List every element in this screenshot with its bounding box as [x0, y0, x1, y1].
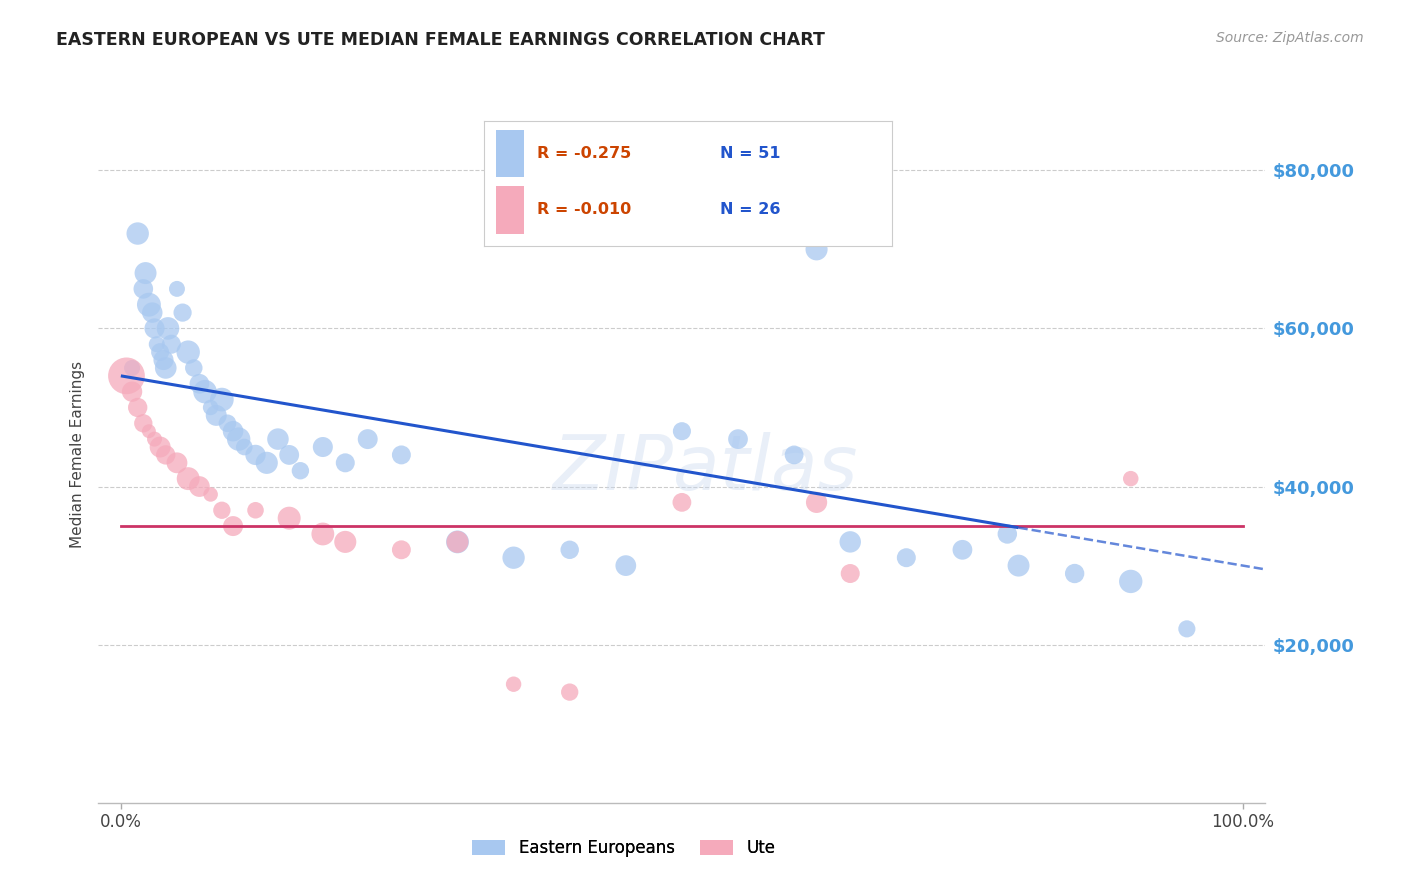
Point — [152, 353, 174, 368]
Point — [1119, 574, 1142, 589]
Point — [177, 472, 200, 486]
Point — [135, 266, 157, 280]
Point — [183, 361, 205, 376]
Point — [115, 368, 138, 383]
Point — [132, 417, 155, 431]
Point — [245, 448, 267, 462]
Point — [312, 527, 335, 541]
Point — [205, 409, 228, 423]
Point — [138, 298, 160, 312]
Point — [357, 432, 380, 446]
Point — [200, 487, 222, 501]
Point — [222, 424, 245, 438]
Point — [558, 685, 581, 699]
Point — [160, 337, 183, 351]
Point — [806, 495, 828, 509]
Text: EASTERN EUROPEAN VS UTE MEDIAN FEMALE EARNINGS CORRELATION CHART: EASTERN EUROPEAN VS UTE MEDIAN FEMALE EA… — [56, 31, 825, 49]
Point — [233, 440, 256, 454]
Point — [256, 456, 278, 470]
Point — [143, 321, 166, 335]
Point — [132, 282, 155, 296]
Point — [267, 432, 290, 446]
Point — [1119, 472, 1142, 486]
Text: Source: ZipAtlas.com: Source: ZipAtlas.com — [1216, 31, 1364, 45]
Point — [222, 519, 245, 533]
Point — [389, 542, 412, 557]
Text: ZIPatlas: ZIPatlas — [553, 432, 858, 506]
Point — [727, 432, 749, 446]
Point — [155, 361, 177, 376]
Point — [127, 401, 149, 415]
Point — [806, 243, 828, 257]
Point — [200, 401, 222, 415]
Point — [446, 535, 468, 549]
Point — [141, 305, 163, 319]
Point — [839, 566, 862, 581]
Point — [952, 542, 974, 557]
Point — [995, 527, 1018, 541]
Point — [143, 432, 166, 446]
Point — [146, 337, 169, 351]
Point — [156, 321, 179, 335]
Point — [121, 384, 143, 399]
Point — [335, 456, 357, 470]
Point — [127, 227, 149, 241]
Point — [177, 345, 200, 359]
Point — [121, 361, 143, 376]
Point — [217, 417, 239, 431]
Point — [671, 495, 693, 509]
Point — [389, 448, 412, 462]
Point — [188, 376, 211, 391]
Point — [671, 424, 693, 438]
Point — [194, 384, 217, 399]
Point — [502, 677, 524, 691]
Point — [1007, 558, 1029, 573]
Point — [614, 558, 637, 573]
Point — [211, 392, 233, 407]
Point — [1175, 622, 1198, 636]
Point — [896, 550, 918, 565]
Point — [502, 550, 524, 565]
Point — [211, 503, 233, 517]
Point — [783, 448, 806, 462]
Point — [149, 440, 172, 454]
Point — [312, 440, 335, 454]
Y-axis label: Median Female Earnings: Median Female Earnings — [69, 361, 84, 549]
Point — [1063, 566, 1085, 581]
Point — [138, 424, 160, 438]
Point — [290, 464, 312, 478]
Point — [166, 456, 188, 470]
Point — [172, 305, 194, 319]
Point — [278, 511, 301, 525]
Point — [335, 535, 357, 549]
Point — [155, 448, 177, 462]
Point — [446, 535, 468, 549]
Point — [228, 432, 250, 446]
Point — [149, 345, 172, 359]
Point — [166, 282, 188, 296]
Point — [839, 535, 862, 549]
Point — [188, 479, 211, 493]
Legend: Eastern Europeans, Ute: Eastern Europeans, Ute — [465, 833, 782, 864]
Point — [278, 448, 301, 462]
Point — [558, 542, 581, 557]
Point — [245, 503, 267, 517]
